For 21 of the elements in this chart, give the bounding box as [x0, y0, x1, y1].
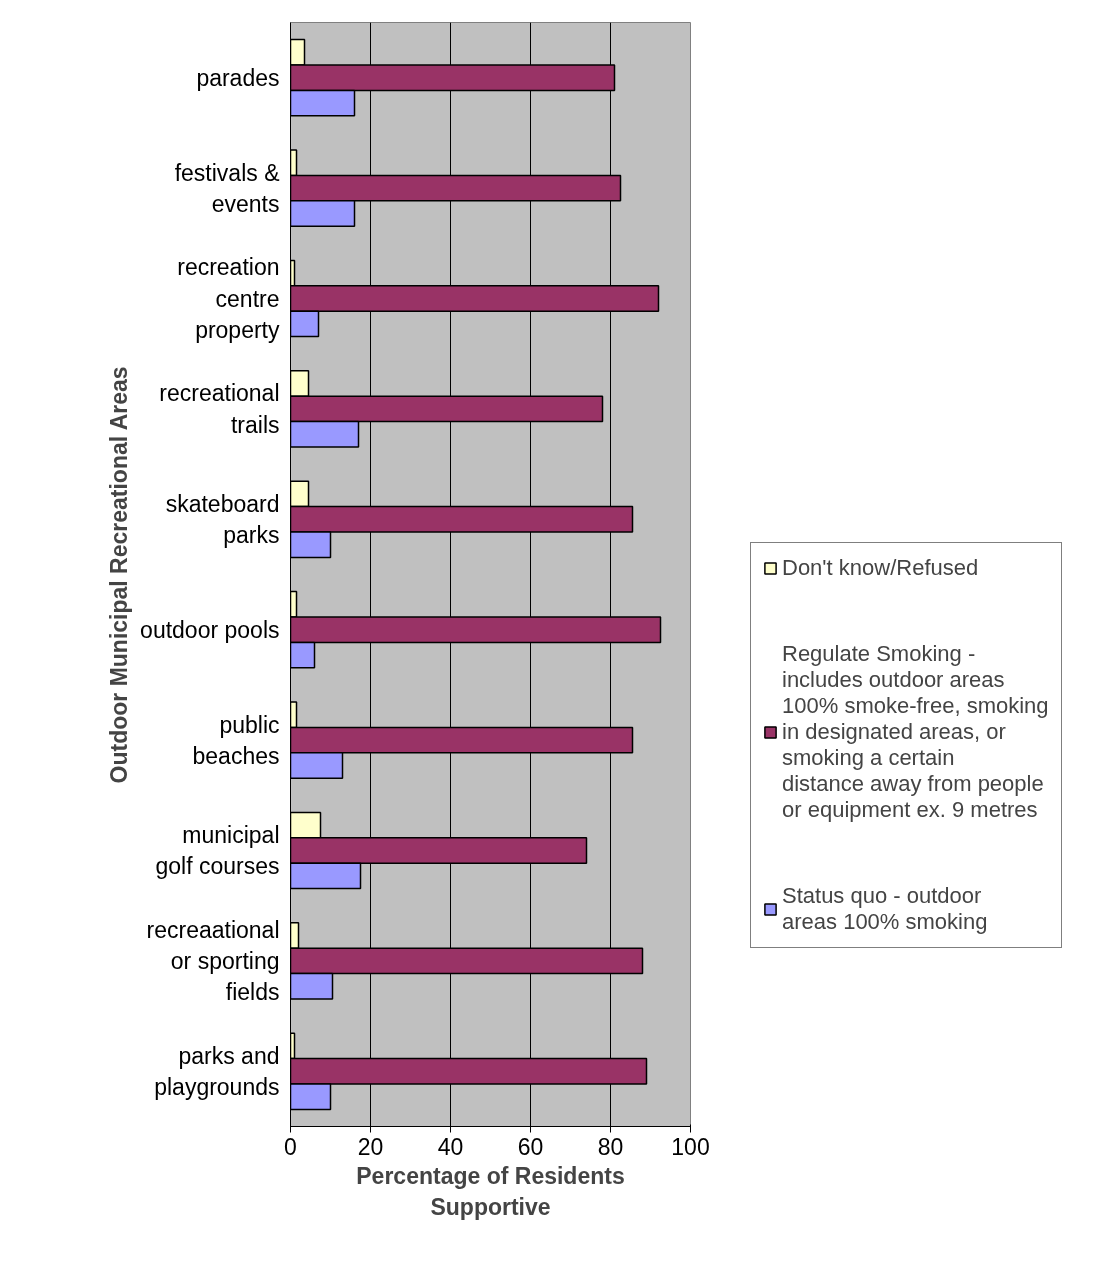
x-tick-label: 80 — [597, 1133, 624, 1160]
y-tick-label: municipal golf courses — [155, 821, 280, 880]
x-tick-label: 0 — [284, 1133, 297, 1160]
y-tick-label: recreation centre property — [177, 254, 280, 343]
y-tick-label: parks and playgrounds — [154, 1042, 280, 1100]
y-tick-label: festivals & events — [174, 159, 280, 217]
y-tick-label: skateboard parks — [165, 490, 280, 548]
x-tick-label: 100 — [671, 1133, 710, 1160]
x-tick-label: 20 — [357, 1133, 384, 1160]
legend-label: Regulate Smoking - includes outdoor areas 100% smoke-free, smoking in designated areas, or smoking a certain distance away from people or equipment ex. 9 metres — [782, 641, 1049, 823]
y-tick-label: recreaational or sporting fields — [146, 916, 280, 1006]
y-tick-label: outdoor pools — [140, 616, 280, 643]
x-axis-title: Percentage of Residents Supportive — [356, 1162, 625, 1220]
legend-label: Don't know/Refused — [782, 555, 979, 581]
y-tick-label: public beaches — [192, 711, 280, 769]
legend-label: Status quo - outdoor areas 100% smoking — [782, 883, 988, 935]
x-tick-label: 60 — [517, 1133, 544, 1160]
y-tick-label: recreational trails — [159, 380, 280, 438]
y-tick-label: parades — [196, 64, 280, 91]
y-axis-title: Outdoor Municipal Recreational Areas — [106, 366, 133, 784]
x-tick-label: 40 — [437, 1133, 464, 1160]
